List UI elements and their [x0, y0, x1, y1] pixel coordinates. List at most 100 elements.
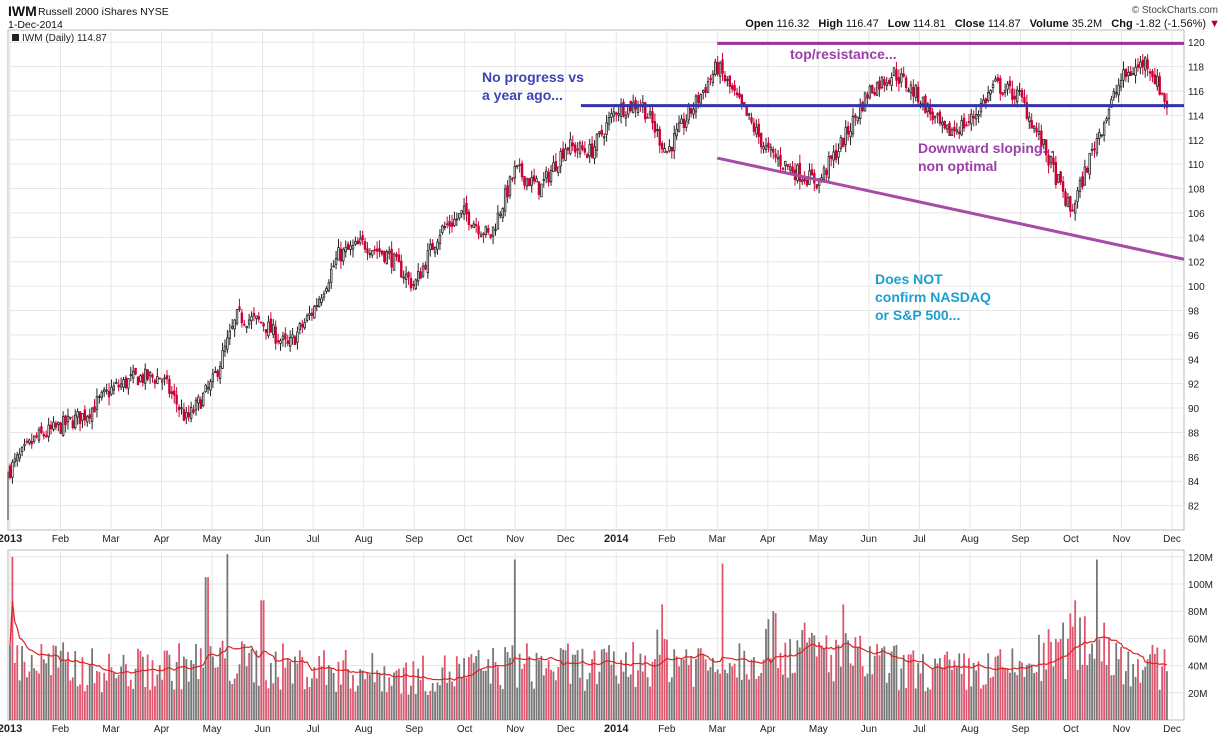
volume-bar — [134, 668, 137, 720]
candle-body — [1064, 191, 1067, 206]
candle-body — [1011, 88, 1014, 100]
volume-bar — [144, 686, 147, 720]
candle-body — [784, 160, 787, 166]
candle-body — [532, 175, 536, 182]
volume-x-tick-label: Jul — [913, 724, 926, 735]
volume-bar — [617, 683, 620, 720]
volume-bar — [91, 648, 94, 720]
quote-date: 1-Dec-2014 — [8, 19, 63, 31]
candle-body — [503, 188, 507, 212]
candle-body — [887, 80, 891, 84]
volume-bar — [866, 673, 869, 720]
candle-body — [32, 435, 36, 442]
candle-body — [144, 368, 147, 384]
candle-body — [1093, 148, 1096, 151]
candle-body — [81, 413, 84, 421]
candle-body — [631, 102, 635, 113]
volume-bar — [1083, 616, 1086, 720]
volume-bar — [105, 680, 108, 720]
volume-bar — [970, 686, 973, 720]
candle-body — [1122, 69, 1125, 81]
candle-body — [900, 73, 903, 83]
candle-body — [402, 276, 405, 279]
volume-bar — [564, 650, 567, 720]
volume-bar — [1025, 664, 1028, 720]
chg-label: Chg — [1111, 18, 1133, 30]
candle-body — [518, 164, 521, 166]
price-x-tick-label: Mar — [102, 534, 120, 545]
volume-bar — [463, 658, 465, 720]
candle-body — [491, 226, 495, 237]
volume-bar — [354, 691, 357, 720]
candle-body — [979, 103, 983, 113]
volume-bar — [856, 647, 859, 720]
volume-x-tick-label: Jun — [861, 724, 877, 735]
candle-body — [569, 139, 572, 154]
candle-body — [929, 106, 932, 115]
candle-body — [559, 151, 562, 167]
volume-bar — [1074, 600, 1077, 720]
volume-bar — [451, 681, 453, 720]
candle-body — [168, 379, 171, 394]
candle-body — [501, 208, 504, 219]
volume-bar — [21, 646, 23, 720]
volume-bar — [127, 686, 130, 720]
volume-bar — [190, 660, 193, 720]
candle-body — [523, 176, 526, 186]
volume-bar — [980, 688, 982, 720]
candle-body — [54, 422, 58, 428]
volume-bar — [569, 683, 572, 720]
volume-bar — [1146, 659, 1149, 720]
volume-bar — [929, 689, 932, 720]
high-label: High — [818, 18, 843, 30]
candle-body — [856, 116, 859, 122]
volume-bar — [492, 647, 494, 720]
volume-bar — [984, 684, 987, 720]
candle-body — [421, 265, 425, 277]
candle-body — [214, 371, 217, 374]
volume-bar — [320, 666, 323, 720]
candle-body — [830, 155, 833, 159]
candle-body — [1069, 196, 1072, 212]
candle-body — [977, 114, 980, 117]
volume-bar — [47, 653, 50, 720]
volume-bar — [1069, 613, 1072, 720]
candle-body — [122, 379, 125, 388]
volume-bar — [129, 679, 132, 720]
candle-body — [489, 234, 492, 238]
volume-bar — [187, 681, 190, 720]
volume-bar — [685, 649, 688, 720]
volume-bar — [542, 675, 545, 720]
volume-bar — [818, 642, 821, 720]
price-tick-label: 84 — [1188, 477, 1200, 488]
volume-bar — [257, 685, 260, 720]
candle-body — [1095, 138, 1099, 154]
volume-bar — [298, 650, 301, 720]
volume-bar — [629, 674, 632, 720]
candle-body — [496, 212, 500, 230]
candle-body — [429, 244, 432, 250]
candle-body — [69, 416, 72, 419]
volume-bar — [52, 645, 55, 720]
candle-body — [105, 389, 108, 392]
volume-bar — [1023, 676, 1026, 720]
exchange: NYSE — [140, 6, 169, 18]
candle-body — [57, 421, 60, 425]
volume-bar — [806, 642, 808, 720]
volume-bar — [448, 671, 451, 720]
volume-bar — [946, 651, 949, 720]
annotation-no-progress-line-2: a year ago... — [482, 87, 563, 103]
volume-x-tick-label: Nov — [1113, 724, 1131, 735]
candle-body — [564, 148, 567, 161]
volume-bar — [38, 673, 40, 720]
candle-body — [759, 132, 763, 148]
candle-body — [511, 177, 514, 180]
candle-body — [779, 154, 782, 167]
candle-body — [1023, 96, 1026, 103]
candle-body — [774, 153, 777, 158]
candle-body — [146, 369, 149, 380]
candle-body — [472, 223, 475, 229]
brand-logo[interactable]: © StockCharts.com — [1131, 5, 1218, 16]
volume-bar — [323, 650, 325, 720]
